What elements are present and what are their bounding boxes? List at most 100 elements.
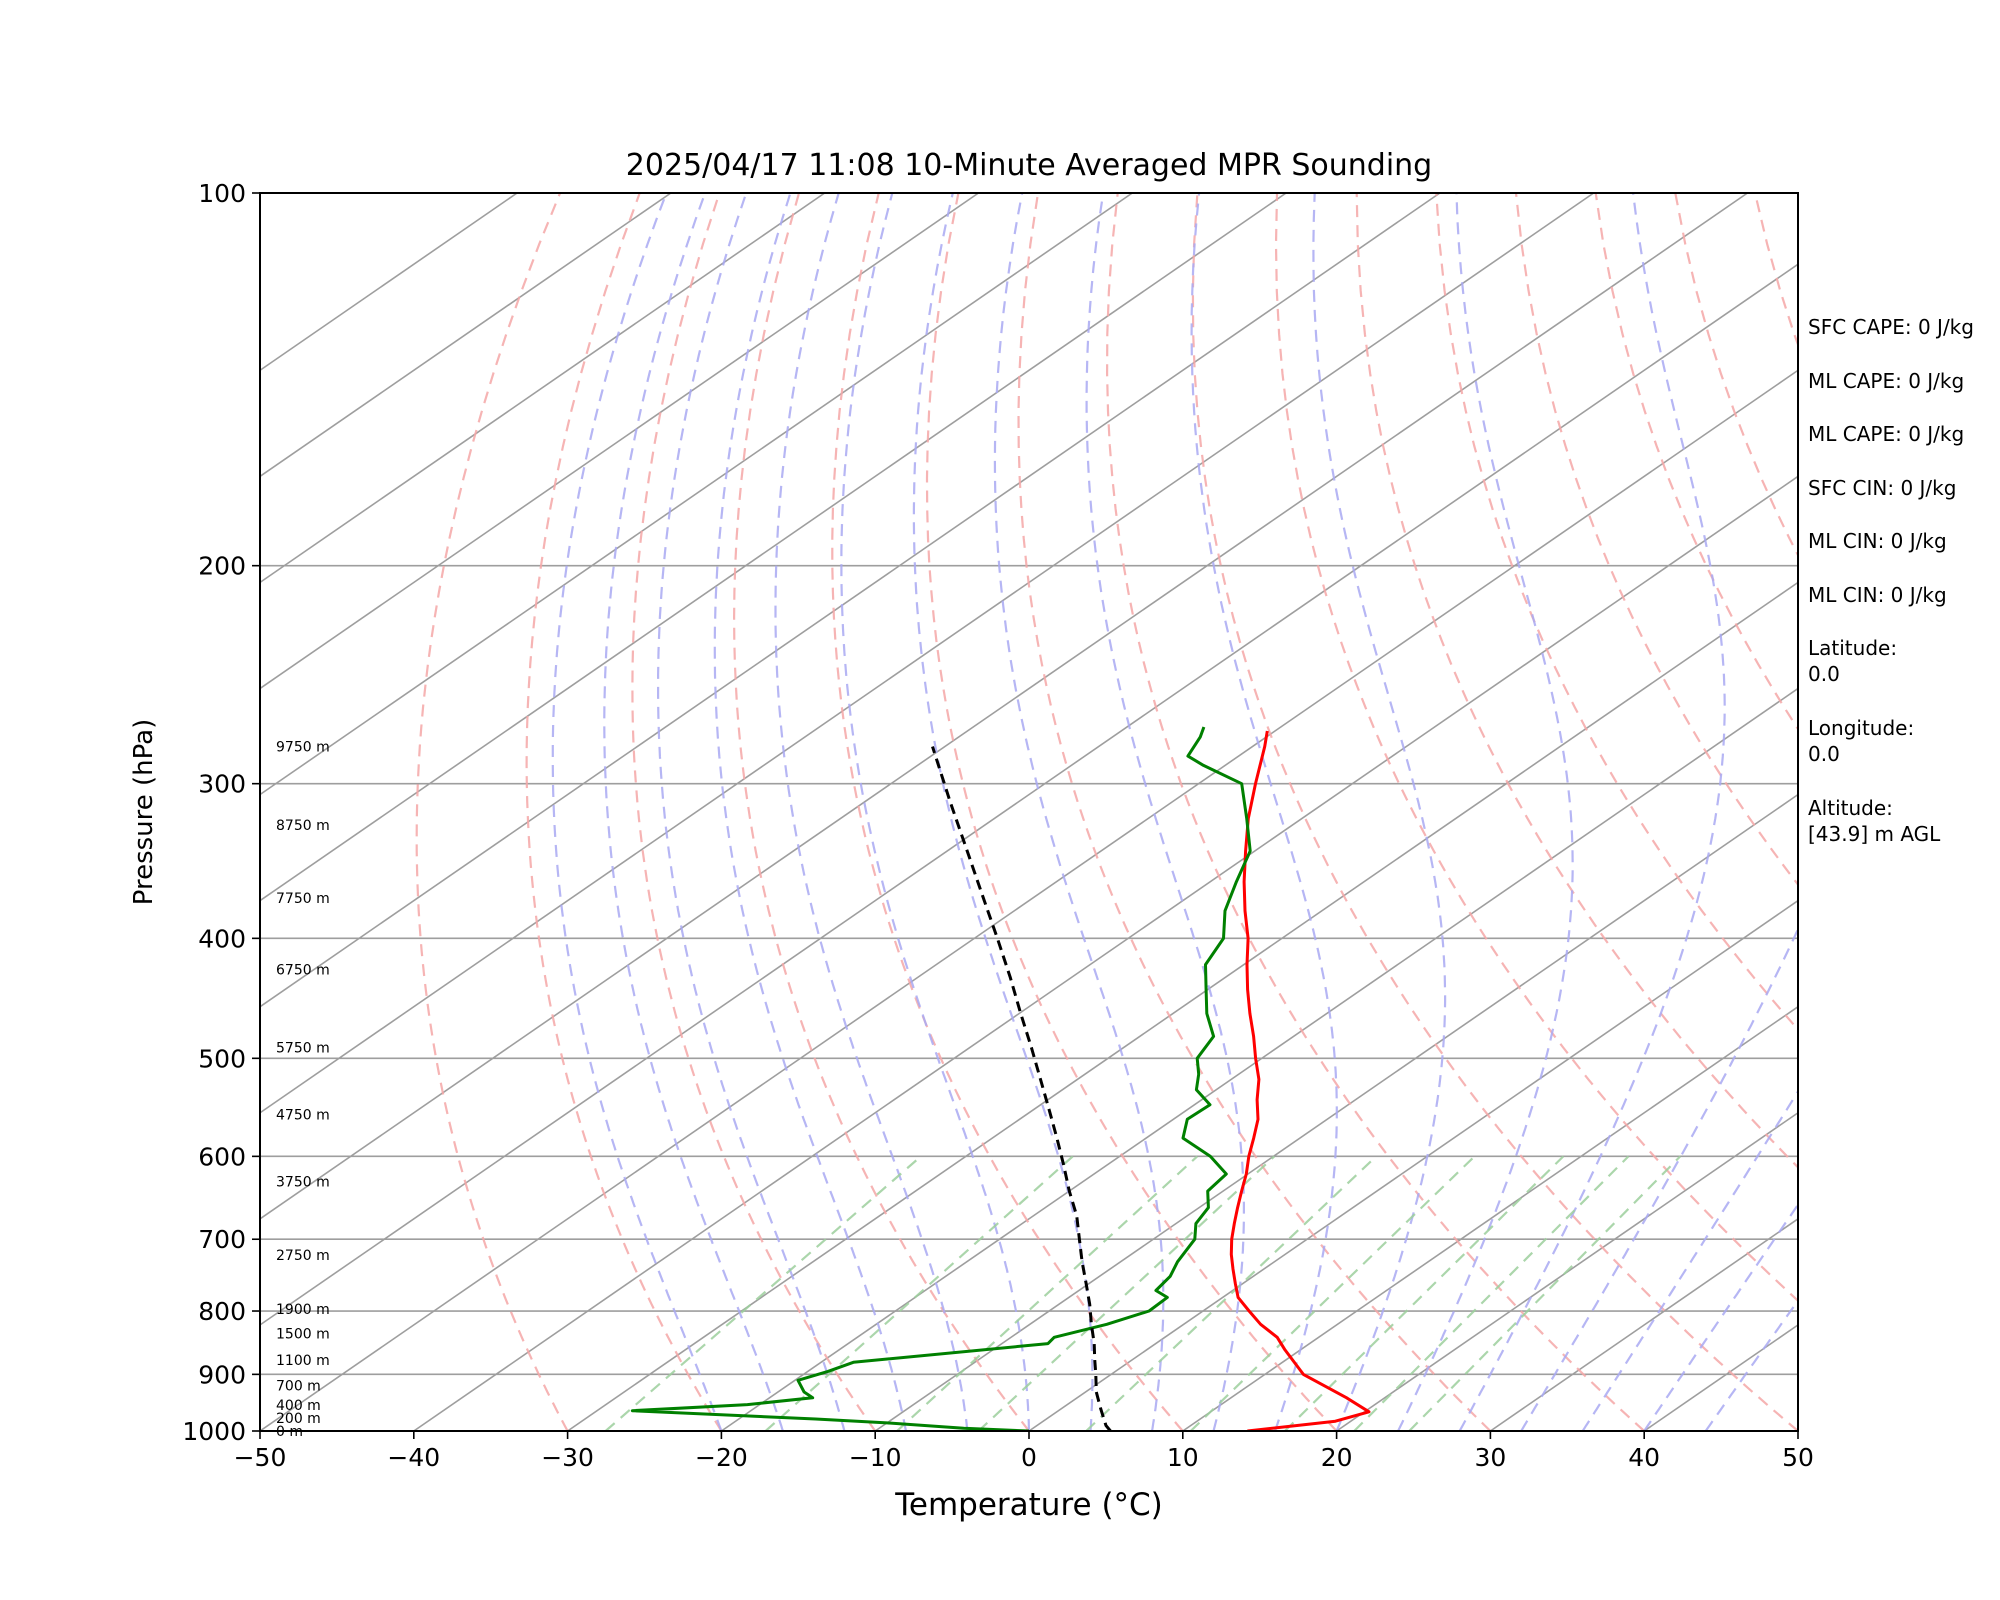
isotherm <box>260 193 1748 1220</box>
y-axis: 100 200 300 400 500 600 700 800 900 1000 <box>182 179 260 1446</box>
height-label: 7750 m <box>276 891 330 907</box>
height-label: 8750 m <box>276 818 330 834</box>
x-tick-label: −40 <box>387 1443 440 1472</box>
y-tick-label: 800 <box>198 1297 246 1326</box>
mixing-ratio-line <box>977 1155 1276 1431</box>
indices-panel: SFC CAPE: 0 J/kg ML CAPE: 0 J/kg ML CAPE… <box>1808 314 1998 875</box>
chart-title: 2025/04/17 11:08 10-Minute Averaged MPR … <box>626 148 1432 183</box>
ml-cape-text-2: ML CAPE: 0 J/kg <box>1808 422 1965 446</box>
x-axis: −50 −40 −30 −20 −10 0 10 20 30 40 50 <box>234 1431 1814 1472</box>
moist-adiabat <box>774 193 969 1431</box>
isotherm <box>874 793 1798 1431</box>
mixing-ratio-line <box>1353 1155 1630 1431</box>
y-tick-label: 900 <box>198 1360 246 1389</box>
moist-adiabat <box>912 193 1094 1431</box>
moist-adiabat <box>1581 1089 1798 1431</box>
moist-adiabat <box>1190 193 1338 1431</box>
height-label: 3750 m <box>276 1175 330 1191</box>
x-tick-label: −30 <box>541 1443 594 1472</box>
y-tick-label: 200 <box>198 552 246 581</box>
y-axis-label: Pressure (hPa) <box>129 719 159 906</box>
x-tick-label: 40 <box>1628 1443 1660 1472</box>
dry-adiabat <box>1594 193 1798 731</box>
y-tick-label: 400 <box>198 924 246 953</box>
y-tick-label: 300 <box>198 770 246 799</box>
x-tick-label: −10 <box>849 1443 902 1472</box>
altitude-value: [43.9] m AGL <box>1808 822 1941 846</box>
sfc-cape-text: SFC CAPE: 0 J/kg <box>1808 315 1974 339</box>
sfc-cin-text: SFC CIN: 0 J/kg <box>1808 475 1957 500</box>
x-tick-label: 50 <box>1782 1443 1814 1472</box>
isotherm <box>260 263 1798 1326</box>
moist-adiabat <box>713 193 908 1431</box>
dry-adiabat <box>925 193 1338 1431</box>
moist-adiabat <box>1085 193 1245 1431</box>
dry-adiabat <box>1435 193 1798 1032</box>
moist-adiabat <box>603 193 784 1431</box>
dry-adiabat <box>732 193 1030 1431</box>
moist-adiabat <box>993 193 1165 1431</box>
temperature-profile <box>1229 730 1371 1431</box>
dry-adiabat <box>1017 193 1492 1431</box>
height-label: 6750 m <box>276 963 330 979</box>
isotherm <box>720 687 1798 1431</box>
x-tick-label: 10 <box>1167 1443 1199 1472</box>
y-tick-label: 1000 <box>182 1417 246 1446</box>
latitude-block: Latitude: 0.0 <box>1808 635 1998 715</box>
altitude-block: Altitude: [43.9] m AGL <box>1808 795 1998 875</box>
mixing-ratio-line <box>896 1155 1198 1431</box>
isotherm <box>260 193 979 690</box>
mixing-ratio-line <box>1284 1155 1565 1431</box>
dry-adiabat <box>631 193 877 1431</box>
moist-adiabat <box>840 193 1031 1431</box>
x-tick-label: 30 <box>1474 1443 1506 1472</box>
y-tick-label: 600 <box>198 1142 246 1171</box>
height-label: 2750 m <box>276 1248 330 1264</box>
mixing-ratio-line <box>604 1155 922 1431</box>
x-tick-label: −50 <box>234 1443 287 1472</box>
moist-adiabat <box>1458 193 1726 1431</box>
height-label: 700 m <box>276 1379 321 1395</box>
height-label: 200 m <box>276 1411 321 1427</box>
isotherm <box>1028 899 1798 1431</box>
isotherm <box>567 581 1798 1431</box>
mixing-ratio-line <box>1189 1155 1476 1431</box>
moist-adiabat <box>1643 1202 1798 1431</box>
isotherm <box>1489 1217 1798 1431</box>
dry-adiabat <box>1514 193 1798 887</box>
longitude-block: Longitude: 0.0 <box>1808 715 1998 795</box>
dry-adiabat <box>831 193 1184 1431</box>
isotherm <box>260 193 672 478</box>
moist-adiabat <box>1704 1298 1798 1431</box>
mixing-ratio-line <box>1408 1155 1681 1431</box>
y-tick-label: 700 <box>198 1225 246 1254</box>
latitude-label: Latitude: <box>1808 636 1898 660</box>
isotherm <box>260 193 1287 902</box>
longitude-label: Longitude: <box>1808 716 1915 740</box>
isotherm <box>260 193 518 372</box>
x-axis-label: Temperature (°C) <box>894 1487 1163 1523</box>
height-label: 5750 m <box>276 1040 330 1056</box>
dry-adiabat <box>1105 193 1645 1431</box>
isotherm <box>260 193 1595 1114</box>
isotherm <box>1336 1111 1798 1431</box>
dry-adiabat <box>415 193 569 1431</box>
dewpoint-profile <box>630 726 1252 1431</box>
height-label: 4750 m <box>276 1107 330 1123</box>
isotherm <box>260 193 826 584</box>
series-layer <box>630 726 1371 1431</box>
moist-adiabat <box>1312 193 1447 1431</box>
dry-adiabat <box>1355 193 1798 1169</box>
dry-adiabat <box>525 193 723 1431</box>
height-label: 1500 m <box>276 1326 330 1342</box>
latitude-value: 0.0 <box>1808 662 1840 686</box>
isotherm <box>260 193 1441 1008</box>
background-lines <box>260 193 1798 1431</box>
moist-adiabat <box>657 193 846 1431</box>
moist-adiabat <box>1520 926 1798 1431</box>
y-tick-label: 500 <box>198 1044 246 1073</box>
height-label: 1900 m <box>276 1302 330 1318</box>
mixing-ratio-line <box>1085 1155 1377 1431</box>
